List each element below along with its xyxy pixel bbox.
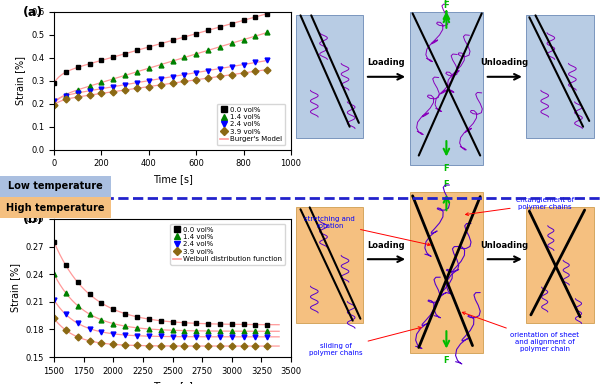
Y-axis label: Strain [%]: Strain [%] bbox=[10, 263, 20, 313]
Legend: 0.0 vol%, 1.4 vol%, 2.4 vol%, 3.9 vol%, Burger's Model: 0.0 vol%, 1.4 vol%, 2.4 vol%, 3.9 vol%, … bbox=[217, 104, 285, 145]
Text: entanglement of
polymer chains: entanglement of polymer chains bbox=[466, 197, 574, 215]
Text: F: F bbox=[443, 356, 449, 365]
Text: Loading: Loading bbox=[368, 58, 406, 67]
Bar bbox=[526, 207, 594, 323]
Bar bbox=[0, 197, 111, 218]
Bar bbox=[296, 207, 364, 323]
Text: orientation of sheet
and alignment of
polymer chain: orientation of sheet and alignment of po… bbox=[463, 312, 579, 352]
Bar bbox=[410, 12, 483, 165]
Bar bbox=[0, 176, 111, 197]
X-axis label: Time [s]: Time [s] bbox=[152, 174, 193, 184]
Text: F: F bbox=[443, 1, 449, 10]
Y-axis label: Strain [%]: Strain [%] bbox=[16, 56, 25, 105]
Bar bbox=[296, 15, 364, 138]
Text: (a): (a) bbox=[23, 6, 43, 19]
Legend: 0.0 vol%, 1.4 vol%, 2.4 vol%, 3.9 vol%, Weibull distribution function: 0.0 vol%, 1.4 vol%, 2.4 vol%, 3.9 vol%, … bbox=[170, 224, 285, 265]
Text: F: F bbox=[443, 180, 449, 189]
X-axis label: Time [s]: Time [s] bbox=[152, 381, 193, 384]
Bar bbox=[526, 15, 594, 138]
Text: High temperature: High temperature bbox=[6, 202, 105, 213]
Text: F: F bbox=[443, 164, 449, 173]
Text: Loading: Loading bbox=[368, 241, 406, 250]
Text: (b): (b) bbox=[23, 214, 44, 226]
Text: stretching and
rotation: stretching and rotation bbox=[304, 216, 430, 246]
Text: F: F bbox=[443, 0, 449, 5]
Text: Unloading: Unloading bbox=[481, 58, 529, 67]
Text: Low temperature: Low temperature bbox=[8, 181, 103, 192]
Text: Unloading: Unloading bbox=[481, 241, 529, 250]
Text: sliding of
polymer chains: sliding of polymer chains bbox=[309, 327, 421, 356]
Bar bbox=[410, 192, 483, 353]
